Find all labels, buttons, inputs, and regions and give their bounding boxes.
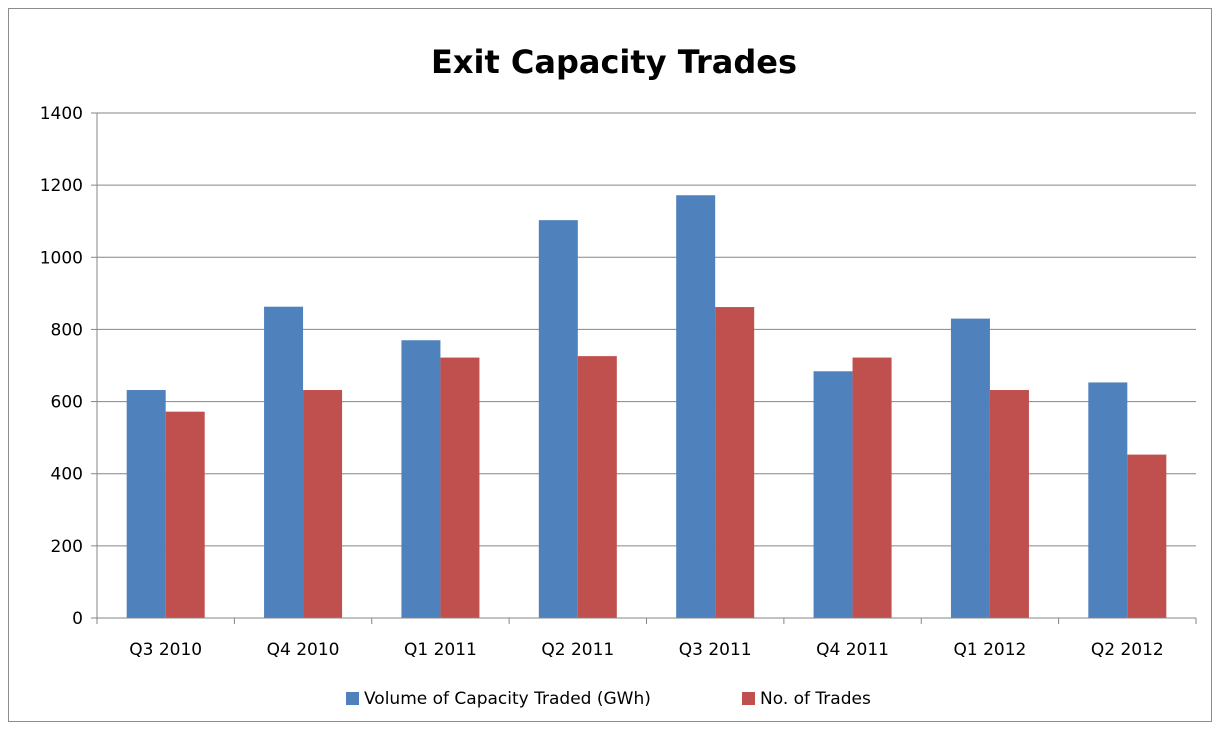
- bar-series-2-q3-2011: [715, 307, 755, 618]
- chart-svg: Exit Capacity Trades 0 200 400 600 800 1000 12…: [40, 43, 1197, 709]
- x-axis-ticks: Q3 2010 Q4 2010 Q1 2011 Q2 2011 Q3 2011 Q4 20…: [96, 618, 1197, 660]
- bar-series-2-q1-2011: [440, 357, 480, 618]
- bar-series-2-q1-2012: [989, 390, 1029, 618]
- chart-title: Exit Capacity Trades: [431, 43, 797, 81]
- bar-series-2-q2-2011: [577, 356, 617, 618]
- bar-series-1-q4-2011: [813, 371, 853, 618]
- x-tick-label: Q1 2012: [954, 640, 1027, 660]
- x-tick-label: Q4 2011: [816, 640, 889, 660]
- y-axis-ticks: 0 200 400 600 800 1000 1200 1400: [40, 104, 97, 629]
- legend-swatch-series-2: [742, 692, 755, 705]
- gridlines: [97, 112, 1196, 547]
- x-tick-label: Q4 2010: [267, 640, 340, 660]
- y-tick-label: 400: [51, 465, 83, 485]
- y-tick-label: 1200: [40, 176, 83, 196]
- bar-series-2-q2-2012: [1127, 454, 1167, 618]
- bar-series-1-q1-2011: [401, 340, 441, 618]
- x-tick-label: Q1 2011: [404, 640, 477, 660]
- bar-series-1-q2-2011: [538, 220, 578, 618]
- legend-label-series-2: No. of Trades: [760, 689, 871, 709]
- y-tick-label: 800: [51, 320, 83, 340]
- bar-series-1-q4-2010: [264, 306, 304, 618]
- bar-series-1-q3-2011: [676, 195, 716, 618]
- bars: [126, 195, 1167, 618]
- y-tick-label: 0: [72, 609, 83, 629]
- x-tick-label: Q3 2011: [679, 640, 752, 660]
- legend-swatch-series-1: [346, 692, 359, 705]
- bar-series-1-q2-2012: [1088, 382, 1128, 618]
- y-tick-label: 1400: [40, 104, 83, 124]
- x-tick-label: Q3 2010: [129, 640, 202, 660]
- bar-series-2-q4-2010: [303, 390, 343, 618]
- y-tick-label: 200: [51, 537, 83, 557]
- legend: Volume of Capacity Traded (GWh) No. of Tr…: [346, 689, 871, 709]
- y-tick-label: 600: [51, 393, 83, 413]
- legend-label-series-1: Volume of Capacity Traded (GWh): [364, 689, 651, 709]
- bar-series-1-q3-2010: [126, 390, 166, 618]
- bar-series-2-q3-2010: [165, 411, 205, 618]
- bar-series-1-q1-2012: [950, 318, 990, 618]
- y-tick-label: 1000: [40, 248, 83, 268]
- axes: [96, 113, 1196, 619]
- x-tick-label: Q2 2012: [1091, 640, 1164, 660]
- x-tick-label: Q2 2011: [541, 640, 614, 660]
- chart-frame: Exit Capacity Trades 0 200 400 600 800 1000 12…: [8, 8, 1212, 722]
- bar-series-2-q4-2011: [852, 357, 892, 618]
